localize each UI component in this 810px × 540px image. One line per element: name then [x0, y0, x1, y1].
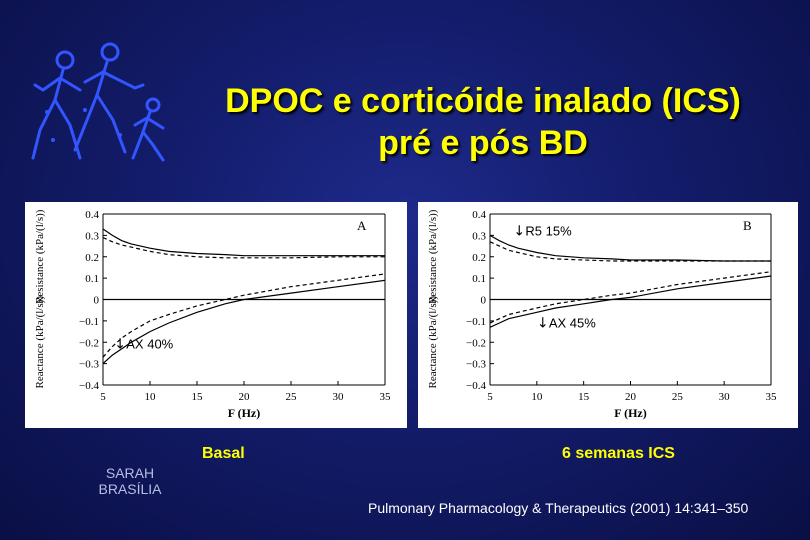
annotation-arrow-icon: ↓	[537, 315, 549, 331]
y-tick-label: −0.1	[79, 316, 99, 328]
annotation-label: R5 15%	[525, 223, 572, 238]
label-basal: Basal	[202, 445, 245, 462]
chart-panel-ics: 0.4 0.3 0.2 0.1 0 −0.1 −0.2 −0.3 −0.4 5 10 15 20 25 30…	[418, 202, 798, 428]
y-axis-label-reactance: Reactance (kPa/(l/s))	[34, 296, 46, 389]
series-line-2	[489, 275, 772, 328]
chart-ics: 0.4 0.3 0.2 0.1 0 −0.1 −0.2 −0.3 −0.45 10 15 20 25 30…	[427, 209, 778, 420]
series-line-1	[489, 241, 771, 262]
annotation-label: AX 45%	[549, 315, 596, 330]
y-tick-label: 0.3	[472, 230, 486, 242]
x-tick-label: 20	[625, 391, 637, 403]
series-line-0	[489, 234, 771, 262]
x-tick-label: 15	[192, 391, 204, 403]
y-tick-label: −0.4	[79, 380, 99, 392]
y-tick-label: 0.4	[85, 209, 99, 221]
x-tick-label: 30	[719, 391, 731, 403]
institution-name: SARAH BRASÍLIA	[80, 465, 180, 497]
x-tick-label: 30	[333, 391, 345, 403]
y-tick-label: 0	[94, 295, 100, 307]
y-tick-label: 0.2	[472, 252, 486, 264]
y-tick-label: 0.1	[472, 273, 486, 285]
annotation-arrow-icon: ↓	[513, 223, 525, 239]
annotation-label: AX 40%	[126, 337, 173, 352]
y-tick-label: 0	[481, 295, 487, 307]
y-tick-label: −0.2	[79, 337, 99, 349]
y-tick-label: −0.2	[466, 337, 486, 349]
y-tick-label: −0.3	[466, 359, 486, 371]
citation: Pulmonary Pharmacology & Therapeutics (2…	[368, 500, 749, 516]
chart-basal: 0.4 0.3 0.2 0.1 0 −0.1 −0.2 −0.3 −0.45 10 15 20 25 30…	[34, 209, 392, 420]
y-tick-label: −0.3	[79, 359, 99, 371]
y-axis-label-resistance: Resistance (kPa/(l/s))	[427, 209, 439, 304]
x-tick-label: 25	[286, 391, 298, 403]
y-tick-label: 0.3	[85, 230, 99, 242]
chart-panel-basal: 0.4 0.3 0.2 0.1 0 −0.1 −0.2 −0.3 −0.4 5 10 15 20 25 30…	[25, 202, 407, 428]
title-line-1: DPOC e corticóide inalado (ICS)	[225, 82, 741, 120]
panel-letter: A	[357, 218, 367, 233]
series-line-2	[102, 279, 386, 365]
label-ics: 6 semanas ICS	[562, 445, 675, 462]
x-tick-label: 35	[766, 391, 778, 403]
x-tick-label: 15	[578, 391, 590, 403]
x-tick-label: 25	[672, 391, 684, 403]
y-axis-label-reactance: Reactance (kPa/(l/s))	[427, 296, 439, 389]
series-line-3	[102, 273, 386, 358]
x-tick-label: 5	[100, 391, 106, 403]
series-line-3	[489, 271, 772, 324]
running-family-icon	[31, 42, 165, 162]
series-line-1	[102, 236, 385, 259]
x-tick-label: 20	[239, 391, 251, 403]
slide-title: DPOC e corticóide inalado (ICS) pré e pó…	[178, 80, 788, 164]
y-tick-label: 0.4	[472, 209, 486, 221]
annotation-arrow-icon: ↓	[114, 337, 126, 353]
y-tick-label: 0.2	[85, 252, 99, 264]
y-tick-label: 0.1	[85, 273, 99, 285]
x-tick-label: 10	[531, 391, 543, 403]
x-axis-label: F (Hz)	[228, 406, 261, 420]
series-line-0	[102, 228, 385, 257]
institution-line-1: SARAH	[105, 465, 155, 481]
title-line-2: pré e pós BD	[378, 124, 588, 162]
y-tick-label: −0.4	[466, 380, 486, 392]
y-tick-label: −0.1	[466, 316, 486, 328]
panel-letter: B	[743, 218, 752, 233]
x-axis-label: F (Hz)	[614, 406, 647, 420]
x-tick-label: 10	[145, 391, 157, 403]
x-tick-label: 5	[487, 391, 493, 403]
x-tick-label: 35	[380, 391, 392, 403]
institution-line-2: BRASÍLIA	[98, 481, 162, 497]
y-axis-label-resistance: Resistance (kPa/(l/s))	[34, 209, 46, 304]
